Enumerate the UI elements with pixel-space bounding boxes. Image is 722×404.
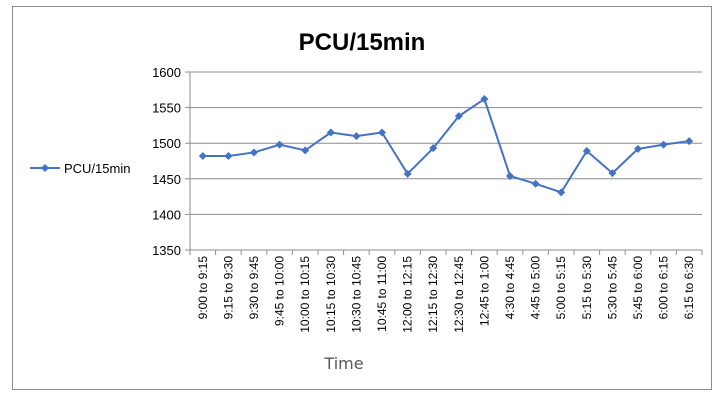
- y-axis-ticks: 1350 1400 1450 1500 1550 1600: [152, 65, 190, 258]
- x-tick-label: 12:45 to 1:00: [477, 256, 491, 326]
- y-tick-label: 1400: [152, 207, 181, 222]
- data-point: [250, 148, 258, 157]
- data-point: [275, 140, 284, 149]
- x-tick-label: 12:00 to 12:15: [401, 256, 415, 333]
- x-tick-label: 4:45 to 5:00: [529, 256, 543, 320]
- y-tick-label: 1450: [152, 172, 181, 187]
- series-layer: [198, 95, 694, 197]
- x-tick-label: 12:30 to 12:45: [452, 256, 466, 333]
- x-tick-label: 5:30 to 5:45: [605, 256, 619, 320]
- data-point: [224, 152, 233, 161]
- chart-title: PCU/15min: [299, 29, 426, 56]
- data-point: [454, 112, 463, 121]
- x-tick-label: 9:45 to 10:00: [273, 256, 287, 326]
- data-point: [198, 152, 207, 161]
- x-tick-label: 5:15 to 5:30: [580, 256, 594, 320]
- data-point: [429, 144, 438, 153]
- data-point: [301, 146, 310, 155]
- data-point: [403, 169, 412, 178]
- y-tick-label: 1500: [152, 136, 181, 151]
- x-tick-label: 4:30 to 4:45: [503, 256, 517, 320]
- data-point: [326, 128, 335, 137]
- x-tick-label: 9:00 to 9:15: [196, 256, 210, 320]
- x-tick-label: 12:15 to 12:30: [426, 256, 440, 333]
- data-point: [659, 140, 668, 149]
- x-tick-label: 5:45 to 6:00: [631, 256, 645, 320]
- x-tick-label: 6:15 to 6:30: [682, 256, 696, 320]
- data-point: [608, 169, 617, 178]
- x-tick-label: 9:30 to 9:45: [247, 256, 261, 320]
- x-axis-ticks: 9:00 to 9:15 9:15 to 9:30 9:30 to 9:45 9:45…: [189, 250, 703, 333]
- series-line: [202, 97, 690, 194]
- x-tick-label: 10:00 to 10:15: [298, 256, 312, 333]
- x-tick-label: 6:00 to 6:15: [657, 256, 671, 320]
- legend-marker: [41, 164, 49, 172]
- x-tick-label: 5:00 to 5:15: [554, 256, 568, 320]
- data-point: [634, 144, 642, 153]
- data-point: [582, 147, 591, 156]
- legend-label: PCU/15min: [64, 161, 130, 176]
- data-point: [506, 171, 514, 180]
- x-tick-label: 10:45 to 11:00: [375, 256, 389, 332]
- chart-frame: [12, 6, 712, 390]
- x-axis-label: Time: [323, 354, 363, 373]
- legend: PCU/15min: [30, 161, 130, 176]
- x-tick-label: 10:30 to 10:45: [349, 256, 363, 333]
- y-tick-label: 1350: [152, 243, 181, 258]
- data-point: [352, 132, 361, 141]
- y-tick-label: 1550: [152, 101, 181, 116]
- data-point: [685, 137, 694, 146]
- x-tick-label: 10:15 to 10:30: [324, 256, 338, 333]
- data-point: [531, 179, 540, 188]
- y-tick-label: 1600: [152, 65, 181, 80]
- data-point: [557, 188, 566, 197]
- x-tick-label: 9:15 to 9:30: [221, 256, 235, 320]
- data-point: [480, 95, 489, 104]
- data-point: [378, 128, 386, 137]
